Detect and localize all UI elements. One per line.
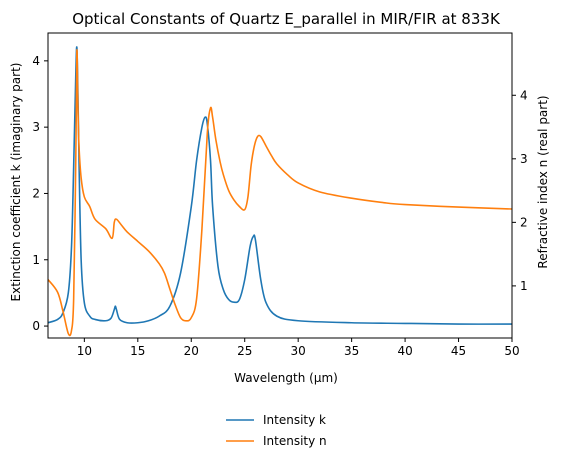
right-y-tick-label: 2 [520, 215, 528, 229]
right-y-tick-label: 3 [520, 152, 528, 166]
left-y-tick-label: 4 [32, 54, 40, 68]
x-tick-label: 25 [237, 344, 252, 358]
plot-frame [47, 32, 513, 339]
chart-title: Optical Constants of Quartz E_parallel i… [72, 10, 501, 29]
left-y-tick-label: 2 [32, 186, 40, 200]
x-tick-label: 35 [344, 344, 359, 358]
right-y-axis-label: Refractive index n (real part) [536, 95, 550, 268]
x-tick-label: 50 [504, 344, 519, 358]
plot-area [48, 46, 512, 337]
series-line-n [48, 49, 512, 337]
right-y-tick-label: 4 [520, 88, 528, 102]
x-tick-label: 20 [184, 344, 199, 358]
series-line-k [48, 46, 512, 325]
left-y-tick-label: 0 [32, 319, 40, 333]
x-tick-label: 30 [291, 344, 306, 358]
x-tick-label: 40 [397, 344, 412, 358]
x-tick-label: 15 [130, 344, 145, 358]
x-axis-label: Wavelength (μm) [234, 371, 338, 385]
x-tick-label: 10 [77, 344, 92, 358]
right-y-tick-label: 1 [520, 279, 528, 293]
x-axis-ticks: 10 15 20 25 30 35 40 45 50 [77, 338, 520, 358]
legend-label-k: Intensity k [263, 413, 326, 427]
legend: Intensity k Intensity n [226, 413, 327, 448]
legend-label-n: Intensity n [263, 434, 327, 448]
left-y-axis-label: Extinction coefficient k (imaginary part… [9, 63, 23, 302]
left-y-axis-ticks: 0 1 2 3 4 [32, 54, 48, 333]
left-y-tick-label: 1 [32, 253, 40, 267]
x-tick-label: 45 [451, 344, 466, 358]
left-y-tick-label: 3 [32, 120, 40, 134]
right-y-axis-ticks: 1 2 3 4 [512, 88, 528, 293]
